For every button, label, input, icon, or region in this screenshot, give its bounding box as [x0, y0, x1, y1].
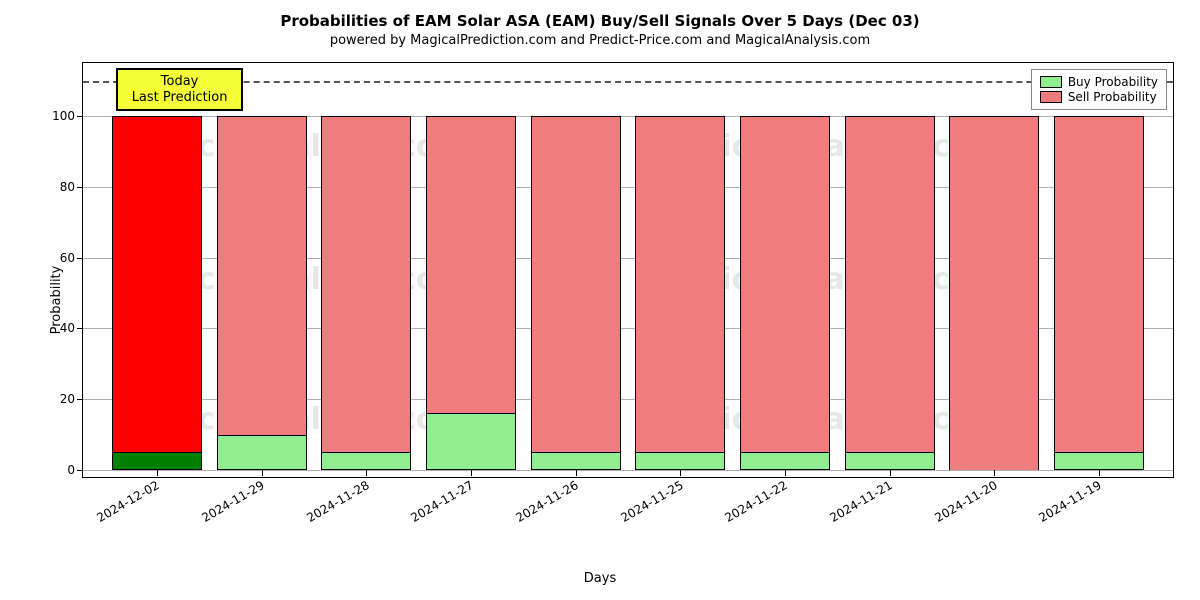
xtick-label: 2024-11-22 — [723, 478, 790, 525]
bar-stack — [112, 116, 202, 470]
xtick-mark — [680, 470, 681, 476]
bar-group: 2024-11-21 — [837, 63, 942, 470]
legend-swatch-buy — [1040, 76, 1062, 88]
today-annotation: Today Last Prediction — [116, 68, 244, 111]
xtick-label: 2024-11-27 — [409, 478, 476, 525]
bar-segment-buy — [321, 452, 411, 470]
legend-swatch-sell — [1040, 91, 1062, 103]
xtick-label: 2024-11-25 — [618, 478, 685, 525]
bar-segment-buy — [426, 413, 516, 470]
plot-area: Today Last Prediction Buy Probability Se… — [82, 62, 1174, 478]
bar-segment-sell — [740, 116, 830, 452]
xtick-mark — [576, 470, 577, 476]
bar-segment-buy — [635, 452, 725, 470]
bar-stack — [949, 116, 1039, 470]
legend-item-sell: Sell Probability — [1040, 90, 1158, 104]
bar-group: 2024-12-02 — [105, 63, 210, 470]
xtick-mark — [890, 470, 891, 476]
xtick-label: 2024-11-28 — [304, 478, 371, 525]
ytick-label: 60 — [60, 251, 83, 265]
xtick-label: 2024-11-26 — [513, 478, 580, 525]
legend: Buy Probability Sell Probability — [1031, 69, 1167, 110]
xtick-label: 2024-12-02 — [95, 478, 162, 525]
ytick-label: 100 — [52, 109, 83, 123]
xtick-mark — [471, 470, 472, 476]
bar-group: 2024-11-26 — [523, 63, 628, 470]
xtick-mark — [1099, 470, 1100, 476]
bar-stack — [845, 116, 935, 470]
ytick-label: 80 — [60, 180, 83, 194]
gridline — [83, 470, 1173, 471]
bar-group: 2024-11-28 — [314, 63, 419, 470]
chart-title: Probabilities of EAM Solar ASA (EAM) Buy… — [18, 12, 1182, 30]
bar-segment-buy — [531, 452, 621, 470]
xtick-mark — [785, 470, 786, 476]
bar-stack — [217, 116, 307, 470]
bar-stack — [1054, 116, 1144, 470]
today-annotation-line2: Last Prediction — [132, 90, 228, 106]
bar-segment-sell — [321, 116, 411, 452]
xtick-mark — [994, 470, 995, 476]
bar-group: 2024-11-20 — [942, 63, 1047, 470]
bar-group: 2024-11-22 — [733, 63, 838, 470]
ytick-label: 40 — [60, 321, 83, 335]
bar-segment-buy — [845, 452, 935, 470]
bar-segment-sell — [635, 116, 725, 452]
xtick-label: 2024-11-19 — [1036, 478, 1103, 525]
chart-subtitle: powered by MagicalPrediction.com and Pre… — [18, 33, 1182, 48]
bar-stack — [740, 116, 830, 470]
xtick-mark — [366, 470, 367, 476]
bar-group: 2024-11-25 — [628, 63, 733, 470]
bar-group: 2024-11-19 — [1047, 63, 1152, 470]
x-axis-label: Days — [584, 571, 616, 586]
bar-stack — [531, 116, 621, 470]
bar-stack — [635, 116, 725, 470]
bar-stack — [426, 116, 516, 470]
bar-group: 2024-11-29 — [209, 63, 314, 470]
xtick-label: 2024-11-29 — [199, 478, 266, 525]
bar-segment-sell — [1054, 116, 1144, 452]
bar-segment-buy — [217, 435, 307, 470]
today-annotation-line1: Today — [132, 74, 228, 90]
bar-segment-sell — [112, 116, 202, 452]
bar-stack — [321, 116, 411, 470]
legend-label-sell: Sell Probability — [1068, 90, 1157, 104]
ytick-label: 0 — [67, 463, 83, 477]
bar-group: 2024-11-27 — [419, 63, 524, 470]
xtick-label: 2024-11-20 — [932, 478, 999, 525]
legend-item-buy: Buy Probability — [1040, 75, 1158, 89]
xtick-label: 2024-11-21 — [827, 478, 894, 525]
bar-segment-sell — [949, 116, 1039, 470]
bar-segment-buy — [740, 452, 830, 470]
xtick-mark — [157, 470, 158, 476]
bar-segment-buy — [1054, 452, 1144, 470]
xtick-mark — [262, 470, 263, 476]
legend-label-buy: Buy Probability — [1068, 75, 1158, 89]
bar-segment-buy — [112, 452, 202, 470]
bar-segment-sell — [217, 116, 307, 434]
bar-segment-sell — [426, 116, 516, 413]
bar-segment-sell — [845, 116, 935, 452]
chart-container: Probabilities of EAM Solar ASA (EAM) Buy… — [0, 0, 1200, 600]
reference-line — [83, 81, 1173, 83]
ytick-label: 20 — [60, 392, 83, 406]
bar-segment-sell — [531, 116, 621, 452]
bars-area: 2024-12-022024-11-292024-11-282024-11-27… — [83, 63, 1173, 470]
